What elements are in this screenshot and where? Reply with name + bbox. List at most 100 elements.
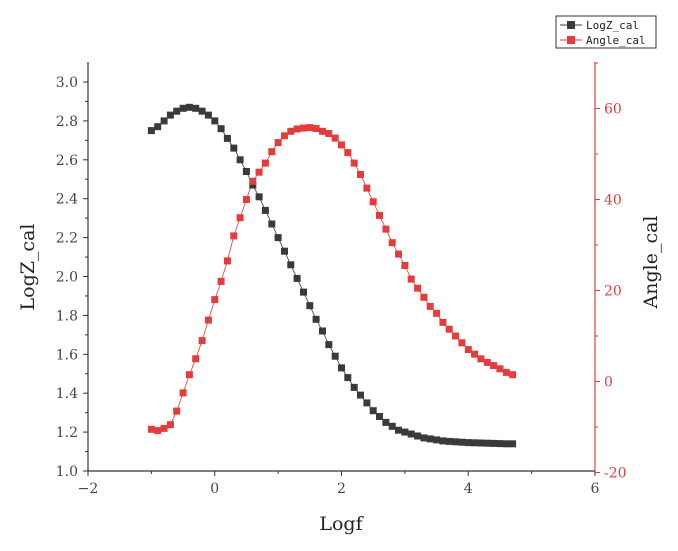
logz-point [426,435,434,443]
left-tick-label: 3.0 [56,75,78,91]
logz-point [388,422,396,430]
logz-point [306,302,314,310]
logz-point [198,107,206,115]
angle-point [325,130,333,137]
logz-point [445,437,453,445]
logz-point [312,315,320,323]
logz-point [281,247,288,255]
logz-point [439,437,447,445]
angle-point [211,296,219,304]
angle-point [166,421,174,429]
logz-point [236,156,244,164]
logz-point [217,125,225,133]
angle-point [376,211,383,219]
logz-point [458,438,466,446]
left-axis-ticks: 1.0 1.2 1.4 1.6 1.8 2.0 2.2 2.4 2.6 2.8 3.0 [56,75,88,480]
angle-point [363,184,371,192]
angle-point [185,371,193,379]
angle-point [420,293,428,301]
logz-point [502,440,510,448]
angle-point [306,124,314,132]
angle-point [388,239,396,247]
angle-point [509,371,517,379]
angle-point [477,355,485,363]
angle-point [160,424,168,432]
logz-point [433,436,441,444]
angle-point [173,407,181,415]
angle-point [452,332,460,340]
angle-point [281,132,288,140]
logz-point [382,418,390,426]
logz-point [185,103,193,111]
angle-point [274,139,282,147]
bottom-tick-label: 6 [591,481,600,497]
logz-point [331,352,339,360]
logz-point [344,374,352,382]
right-tick-label: 60 [604,102,622,118]
angle-point [382,225,390,233]
legend-label-logz: LogZ_cal [586,19,639,32]
angle-point [198,337,206,345]
legend-marker-logz [567,21,575,29]
angle-point [293,125,301,133]
logz-point [357,391,364,399]
logz-point [166,111,174,119]
left-axis-title: LogZ_cal [17,224,39,311]
angle-point [395,250,402,258]
logz-point [242,168,250,175]
logz-point [179,104,187,112]
left-tick-label: 1.2 [56,425,78,441]
angle-point [242,196,250,203]
angle-point [204,316,212,324]
left-tick-label: 2.8 [56,114,78,130]
logz-point [363,399,371,407]
logz-point [147,127,155,135]
angle-point [426,302,434,310]
logz-point [369,407,377,415]
angle-point [344,149,352,157]
logz-point [154,123,162,131]
left-tick-label: 1.0 [56,464,78,480]
angle-point [255,168,263,176]
logz-point [376,413,383,420]
bottom-tick-label: 4 [464,481,473,497]
left-tick-label: 2.6 [56,153,78,169]
angle-point [433,309,441,317]
angle-point [312,125,320,132]
logz-point [407,430,415,438]
logz-point [300,288,307,296]
angle-point [357,171,364,178]
logz-point [509,440,517,448]
logz-point [325,341,333,349]
logz-point [160,117,168,125]
legend: LogZ_cal Angle_cal [555,15,657,49]
angle-point [331,134,339,142]
logz-point [464,439,472,447]
right-tick-label: 20 [604,284,622,300]
x-axis-title: Logf [319,513,364,535]
right-tick-label: 40 [604,193,622,209]
angle-point [268,148,276,156]
logz-point [249,181,257,189]
logz-point [338,364,345,372]
right-tick-label: -20 [604,466,627,482]
angle-point [439,318,447,326]
logz-point [287,261,295,269]
series-line-angle [151,127,513,432]
angle-point [471,350,479,358]
logz-point [420,434,428,442]
logz-point [471,439,479,447]
right-tick-label: 0 [604,375,613,391]
bottom-tick-label: −2 [78,481,99,497]
left-tick-label: 1.6 [56,347,78,363]
legend-label-angle: Angle_cal [586,34,646,47]
logz-point [496,440,504,448]
angle-point [179,389,187,397]
angle-point [230,232,238,240]
angle-point [407,275,415,283]
angle-point [369,198,377,206]
angle-point [261,159,269,167]
left-tick-label: 1.4 [56,386,78,402]
bottom-tick-label: 0 [210,481,219,497]
angle-point [287,127,295,135]
